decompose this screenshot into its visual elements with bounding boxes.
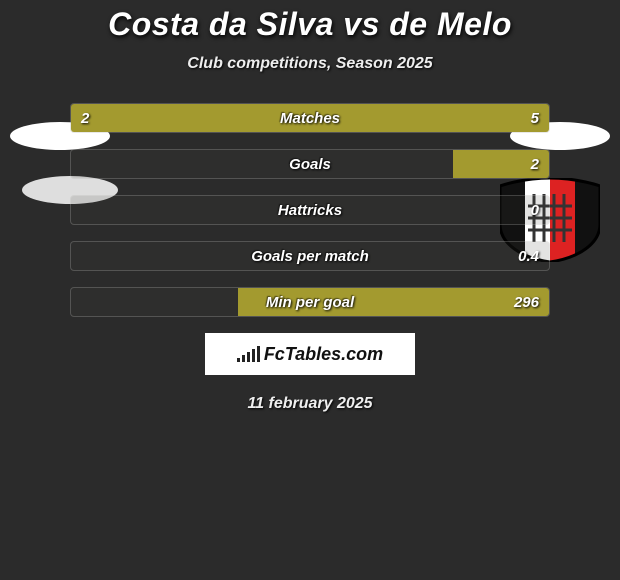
brand-badge: FcTables.com [205, 333, 415, 375]
stat-row: Hattricks0 [70, 195, 550, 225]
brand-text: FcTables.com [264, 344, 383, 365]
subtitle: Club competitions, Season 2025 [0, 55, 620, 73]
stat-label: Min per goal [71, 288, 549, 317]
stats-comparison-chart: Matches25Goals2Hattricks0Goals per match… [70, 103, 550, 317]
brand-bars-icon [237, 346, 260, 362]
stat-row: Min per goal296 [70, 287, 550, 317]
stat-value-right: 0.4 [518, 242, 539, 271]
date-text: 11 february 2025 [0, 395, 620, 413]
stat-label: Hattricks [71, 196, 549, 225]
stat-row: Matches2 5 [70, 103, 550, 133]
stat-label: Goals [71, 150, 549, 179]
page-title: Costa da Silva vs de Melo [0, 0, 620, 43]
stat-value-right: 2 [531, 150, 539, 179]
stat-row: Goals2 [70, 149, 550, 179]
stat-value-right: 0 [531, 196, 539, 225]
stat-value-left: 2 [81, 104, 89, 133]
stat-value-right: 5 [531, 104, 539, 133]
stat-label: Matches [71, 104, 549, 133]
stat-value-right: 296 [514, 288, 539, 317]
stat-row: Goals per match0.4 [70, 241, 550, 271]
stat-label: Goals per match [71, 242, 549, 271]
